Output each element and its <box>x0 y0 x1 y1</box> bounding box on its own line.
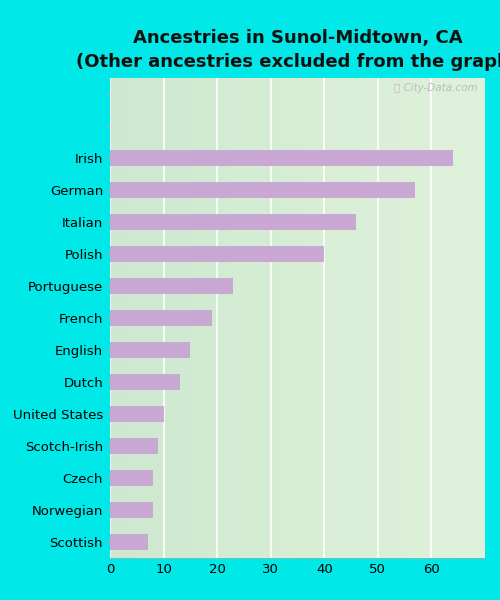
Title: Ancestries in Sunol-Midtown, CA
(Other ancestries excluded from the graph): Ancestries in Sunol-Midtown, CA (Other a… <box>76 29 500 71</box>
Bar <box>110 246 324 262</box>
Bar <box>110 470 153 486</box>
Bar <box>110 214 356 230</box>
Bar <box>110 150 453 166</box>
Bar <box>110 406 164 422</box>
Bar <box>110 374 180 390</box>
Bar <box>110 438 158 454</box>
Bar <box>110 278 233 294</box>
Bar <box>110 342 190 358</box>
Text: ⓘ City-Data.com: ⓘ City-Data.com <box>394 83 477 93</box>
Bar <box>110 502 153 518</box>
Bar <box>110 310 212 326</box>
Bar <box>110 182 416 198</box>
Bar <box>110 534 148 550</box>
